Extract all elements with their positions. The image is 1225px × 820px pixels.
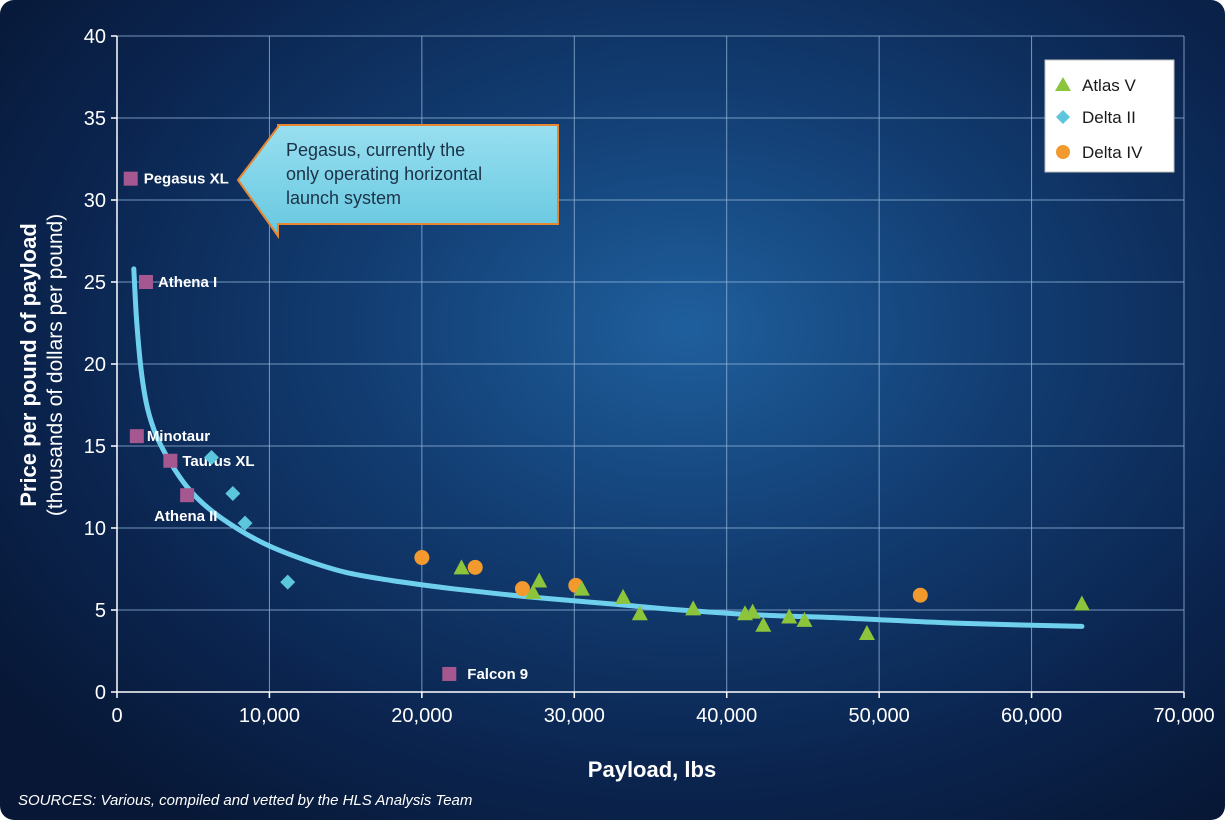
trend-curve	[131, 266, 1085, 629]
delta-iv-point	[912, 587, 928, 603]
vehicle-marker	[129, 429, 144, 444]
legend-label-delta-iv: Delta IV	[1082, 143, 1143, 162]
legend-label-delta-ii: Delta II	[1082, 108, 1136, 127]
delta-ii-point	[280, 574, 296, 590]
callout-line-3: launch system	[286, 188, 401, 208]
atlas-v-point	[1073, 595, 1090, 611]
callout-line-1: Pegasus, currently the	[286, 140, 465, 160]
vehicle-label: Taurus XL	[182, 453, 254, 470]
delta-iv-point	[467, 559, 483, 575]
source-note: SOURCES: Various, compiled and vetted by…	[18, 792, 473, 809]
atlas-v-point	[573, 580, 590, 596]
y-tick-label: 30	[84, 190, 106, 212]
y-tick-label: 20	[84, 354, 106, 376]
delta-iv-point	[414, 550, 430, 566]
vehicle-label: Athena I	[158, 274, 217, 291]
other-vehicles: Pegasus XL Athena I Minotaur Taurus XL Athen…	[123, 171, 528, 683]
atlas-v-point	[744, 603, 761, 619]
y-tick-label: 10	[84, 518, 106, 540]
y-tick-label: 15	[84, 436, 106, 458]
x-tick-label: 40,000	[696, 705, 757, 727]
legend-marker-atlas-v	[1055, 77, 1071, 91]
callout-arrow	[236, 124, 559, 240]
y-tick-label: 25	[84, 272, 106, 294]
atlas-v-point	[858, 624, 875, 640]
vehicle-label: Falcon 9	[467, 666, 528, 683]
annotation-callout: Pegasus, currently the only operating ho…	[236, 124, 559, 240]
x-tick-labels: 0 10,000 20,000 30,000 40,000 50,000 60,000 70,…	[111, 692, 1215, 727]
x-tick-label: 0	[111, 705, 122, 727]
vehicle-marker	[180, 488, 195, 503]
y-tick-labels: 0 5 10 15 20 25 30 35 40	[84, 26, 117, 704]
vehicle-marker	[123, 171, 138, 186]
x-tick-label: 50,000	[849, 705, 910, 727]
atlas-v-point	[796, 611, 813, 627]
legend-marker-delta-ii	[1056, 110, 1070, 124]
gridlines	[117, 35, 1185, 692]
legend-marker-delta-iv	[1056, 145, 1070, 159]
atlas-v-point	[453, 559, 470, 575]
x-tick-label: 30,000	[544, 705, 605, 727]
atlas-v-point	[685, 600, 702, 616]
vehicle-marker	[138, 275, 153, 289]
x-tick-label: 20,000	[391, 705, 452, 727]
atlas-v-point	[781, 608, 798, 624]
series-points	[204, 449, 1090, 640]
vehicle-label: Athena II	[154, 508, 217, 525]
y-tick-label: 40	[84, 26, 106, 48]
delta-ii-point	[204, 449, 220, 465]
x-tick-label: 70,000	[1153, 705, 1214, 727]
atlas-v-point	[631, 605, 648, 621]
vehicle-marker	[442, 666, 457, 681]
x-tick-label: 60,000	[1001, 705, 1062, 727]
legend-label-atlas-v: Atlas V	[1082, 76, 1137, 95]
y-tick-label: 35	[84, 108, 106, 130]
legend: Atlas V Delta II Delta IV	[1044, 59, 1175, 173]
atlas-v-point	[531, 572, 548, 588]
y-tick-label: 0	[95, 682, 106, 704]
vehicle-label: Minotaur	[147, 428, 210, 445]
y-axis-title: Price per pound of payload	[16, 223, 41, 507]
y-tick-label: 5	[95, 600, 106, 622]
x-tick-label: 10,000	[239, 705, 300, 727]
atlas-v-point	[755, 616, 772, 632]
x-axis-title: Payload, lbs	[588, 757, 716, 782]
y-axis-subtitle: (thousands of dollars per pound)	[44, 214, 67, 516]
callout-line-2: only operating horizontal	[286, 164, 482, 184]
vehicle-marker	[163, 453, 178, 468]
vehicle-label: Pegasus XL	[144, 171, 229, 188]
atlas-v-point	[615, 588, 632, 604]
delta-iv-point	[514, 581, 530, 597]
delta-ii-point	[225, 486, 241, 502]
atlas-v-point	[525, 583, 542, 599]
delta-ii-point	[237, 515, 253, 531]
